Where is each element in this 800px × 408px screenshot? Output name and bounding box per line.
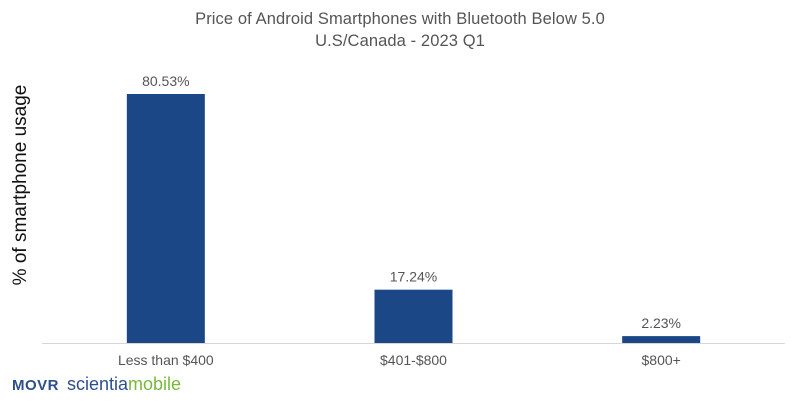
x-tick-label: Less than $400 bbox=[118, 352, 214, 368]
bar bbox=[374, 289, 453, 343]
bar bbox=[622, 336, 701, 343]
x-tick-label: $401-$800 bbox=[380, 352, 447, 368]
data-label: 17.24% bbox=[390, 269, 437, 285]
logo-brand: MOVR bbox=[12, 377, 59, 394]
logo-company-part2: mobile bbox=[128, 374, 182, 394]
x-tick-label: $800+ bbox=[642, 352, 681, 368]
data-label: 2.23% bbox=[641, 315, 681, 331]
logo-company-part1: scientia bbox=[67, 374, 129, 394]
logo: MOVR scientiamobile bbox=[12, 374, 181, 395]
bar bbox=[126, 94, 205, 343]
chart-title: Price of Android Smartphones with Blueto… bbox=[195, 10, 605, 28]
data-label: 80.53% bbox=[142, 73, 189, 89]
chart-subtitle: U.S/Canada - 2023 Q1 bbox=[315, 32, 485, 50]
